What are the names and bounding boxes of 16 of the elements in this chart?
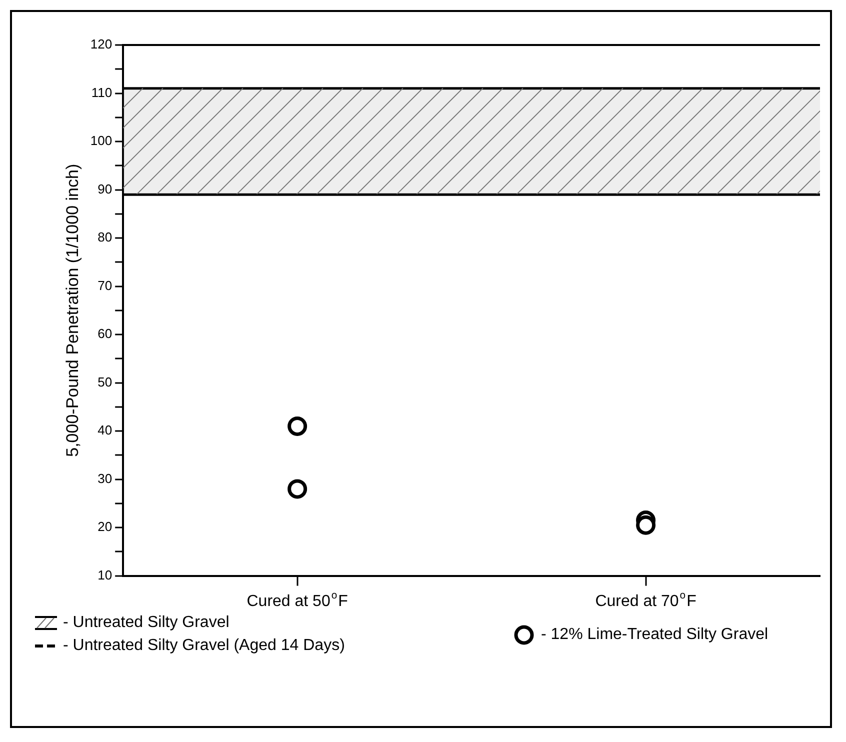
y-tick-label: 20 — [98, 519, 112, 534]
y-tick-label: 120 — [90, 36, 112, 52]
y-tick-label: 10 — [98, 567, 112, 582]
y-tick-label: 90 — [98, 181, 112, 196]
legend-label: - Untreated Silty Gravel — [63, 614, 230, 632]
text: - Untreated Silty Gravel (Aged 14 Days) — [63, 637, 345, 655]
y-tick-label: 110 — [91, 84, 112, 100]
legend-label: - 12% Lime-Treated Silty Gravel — [541, 626, 768, 644]
y-tick-label: 100 — [90, 133, 112, 148]
y-tick-label: 70 — [98, 278, 112, 293]
y-axis-title: 5,000-Pound Penetration (1/1000 inch) — [62, 164, 82, 457]
y-tick-label: 80 — [98, 230, 112, 245]
y-tick-label: 30 — [98, 470, 112, 486]
y-tick-label: 60 — [98, 326, 112, 342]
y-tick-label: 50 — [98, 374, 112, 390]
y-tick-label: 40 — [98, 422, 112, 438]
